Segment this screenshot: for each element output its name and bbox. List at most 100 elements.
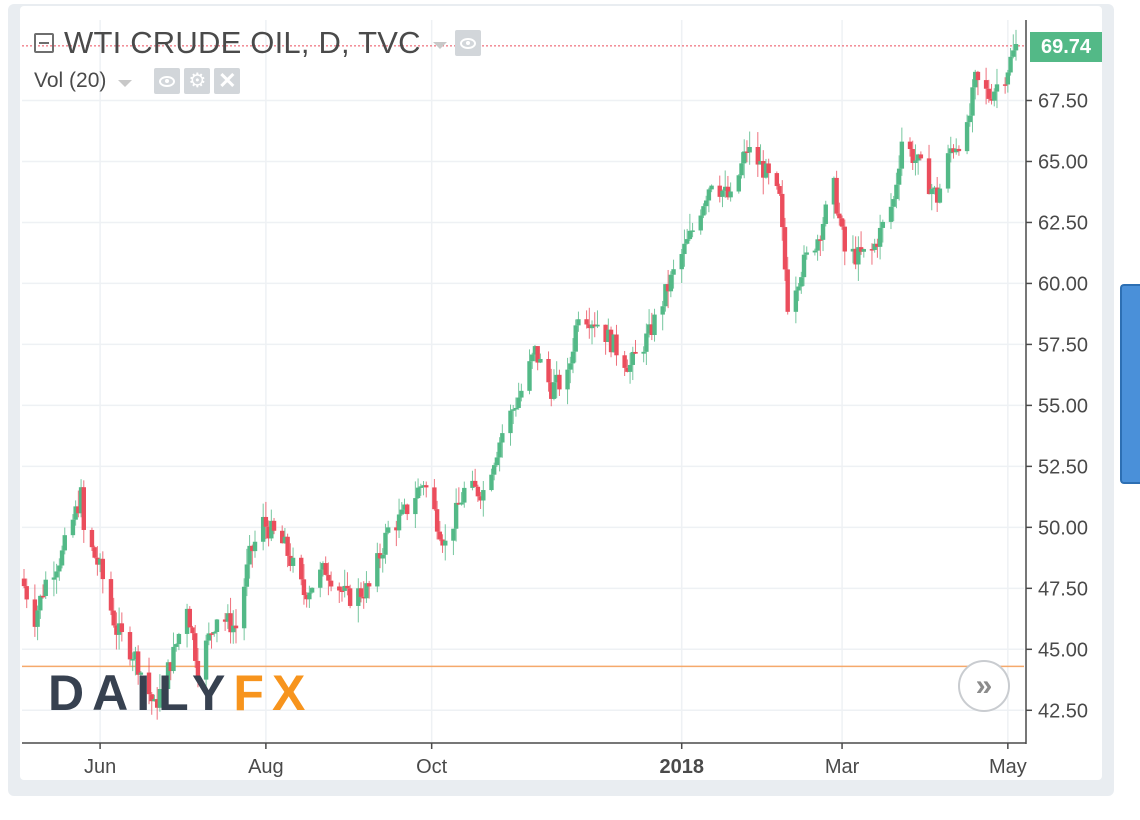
side-panel-tab[interactable]	[1120, 284, 1140, 484]
candle-body	[40, 595, 46, 598]
candle-body	[443, 540, 448, 546]
collapse-icon[interactable]	[34, 33, 54, 53]
candle-body	[222, 619, 228, 622]
candle-body	[932, 187, 937, 190]
candle-body	[271, 520, 277, 531]
candle-body	[785, 269, 790, 312]
candle-body	[986, 88, 992, 99]
candle-body	[472, 480, 478, 487]
candle-body	[546, 358, 551, 383]
candle-body	[570, 351, 576, 364]
candle-body	[823, 204, 828, 224]
candle-body	[288, 555, 293, 566]
candle-body	[54, 571, 59, 578]
candle-body	[453, 502, 459, 529]
candle-body	[434, 509, 440, 532]
candle-body	[318, 569, 323, 588]
candle-body	[494, 457, 500, 466]
candle-body	[709, 185, 714, 190]
candle-body	[304, 595, 309, 600]
candle-body	[383, 532, 388, 555]
candle-body	[649, 324, 655, 336]
candle-body	[233, 625, 239, 629]
candle-body	[910, 149, 915, 163]
candle-body	[100, 558, 106, 580]
candle-body	[307, 592, 312, 600]
candle-body	[326, 574, 331, 581]
candle-body	[176, 633, 182, 645]
candle-body	[206, 633, 212, 641]
candle-body	[782, 227, 788, 270]
candle-body	[948, 148, 953, 154]
eye-icon[interactable]	[154, 68, 181, 94]
candle-body	[780, 193, 785, 228]
candle-body	[644, 333, 649, 352]
caret-down-icon[interactable]	[432, 41, 447, 49]
gear-icon[interactable]: ⚙	[184, 68, 211, 94]
candle-body	[934, 187, 940, 203]
candle-body	[38, 595, 43, 611]
candle-body	[717, 185, 722, 197]
candle-body	[285, 536, 290, 556]
candle-body	[70, 519, 76, 536]
candle-body	[725, 186, 731, 198]
x-tick-label: Oct	[416, 756, 448, 778]
candle-body	[720, 190, 725, 197]
candle-body	[116, 623, 122, 635]
candle-body	[279, 530, 285, 544]
candle-body	[549, 382, 554, 399]
candle-body	[652, 314, 657, 336]
candle-body	[62, 535, 67, 551]
candle-body	[929, 188, 934, 195]
y-tick-label: 52.50	[1038, 456, 1088, 478]
candle-body	[214, 619, 220, 632]
candle-body	[396, 514, 402, 531]
y-tick-label: 55.00	[1038, 395, 1088, 417]
candle-body	[630, 351, 635, 365]
candle-body	[975, 71, 981, 81]
candle-body	[32, 599, 38, 627]
candle-body	[646, 324, 652, 334]
candle-body	[663, 284, 668, 307]
candle-body	[481, 490, 486, 501]
candle-body	[171, 646, 176, 672]
candle-body	[415, 487, 421, 499]
last-price-label: 69.74	[1030, 32, 1102, 62]
candle-body	[671, 269, 676, 275]
scroll-to-latest-button[interactable]: »	[958, 660, 1010, 712]
candle-body	[804, 252, 809, 255]
candle-body	[405, 504, 410, 515]
candle-body	[967, 115, 972, 123]
candle-body	[21, 578, 27, 587]
candle-body	[35, 610, 40, 627]
double-chevron-right-icon: »	[975, 669, 993, 702]
candle-body	[342, 585, 347, 591]
candle-body	[470, 480, 475, 488]
candle-body	[774, 173, 780, 187]
candle-body	[165, 662, 171, 689]
candle-body	[856, 247, 861, 265]
caret-down-icon[interactable]	[118, 79, 133, 87]
candle-body	[532, 346, 538, 355]
candle-body	[78, 487, 84, 514]
candle-body	[584, 319, 589, 325]
candle-body	[511, 409, 516, 411]
candle-body	[173, 644, 179, 647]
candle-body	[301, 579, 307, 596]
candle-body	[184, 608, 190, 634]
candle-body	[260, 516, 266, 542]
candle-body	[915, 154, 921, 161]
candle-body	[133, 651, 138, 660]
candle-body	[209, 633, 214, 635]
eye-icon[interactable]	[454, 30, 481, 56]
candle-body	[282, 536, 288, 544]
y-tick-label: 45.00	[1038, 639, 1088, 661]
candle-body	[954, 148, 959, 153]
candle-body	[190, 627, 195, 634]
candle-body	[899, 141, 905, 169]
close-icon[interactable]: ✕	[214, 68, 241, 94]
candle-body	[744, 151, 750, 153]
y-tick-label: 50.00	[1038, 517, 1088, 539]
candle-body	[869, 249, 875, 251]
